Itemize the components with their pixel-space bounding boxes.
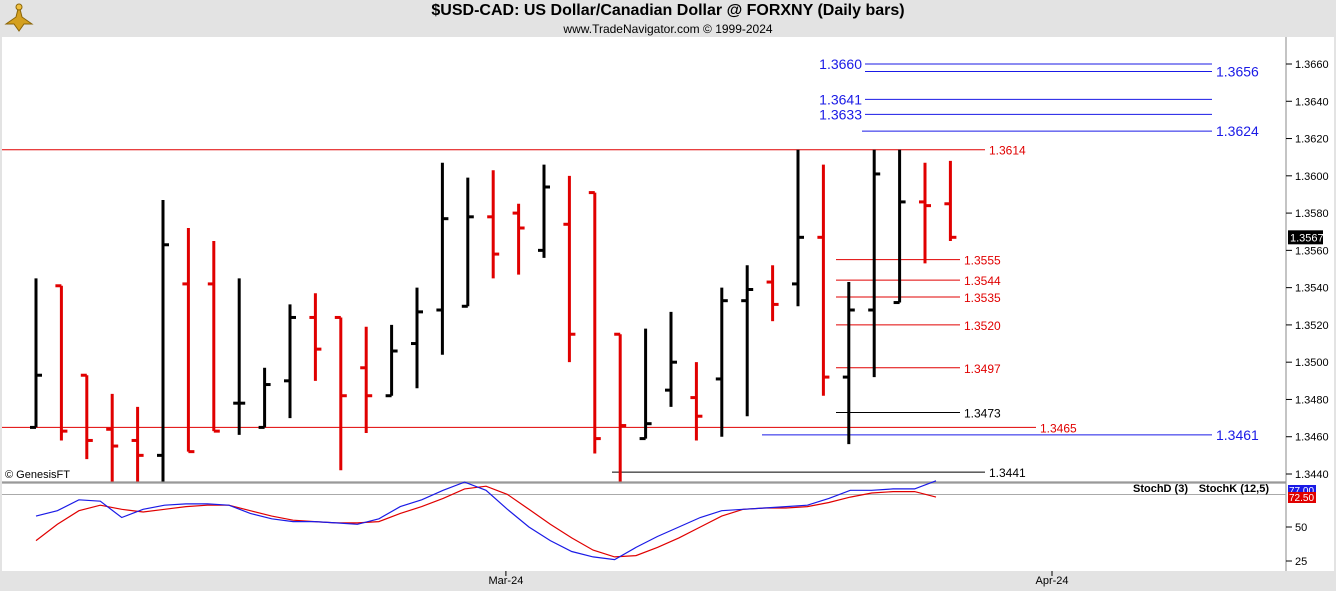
price-bar: [944, 160, 957, 242]
price-bar: [766, 265, 779, 322]
y-tick-label: 1.3660: [1295, 59, 1329, 71]
stochk-last-box: [1288, 485, 1316, 496]
level-label-1.3633: 1.3633: [819, 106, 862, 122]
level-label-1.3614: 1.3614: [989, 144, 1026, 158]
price-panel: [2, 37, 1286, 481]
stochastic-panel: [2, 484, 1286, 571]
price-bar: [817, 164, 830, 396]
level-label-1.3641: 1.3641: [819, 91, 862, 107]
price-bar: [665, 311, 677, 407]
price-bar: [741, 265, 754, 417]
stochd-last-box: [1288, 492, 1316, 503]
price-bar: [588, 191, 601, 454]
price-bar: [55, 284, 68, 441]
price-bar: [385, 324, 398, 398]
price-bar: [182, 228, 195, 454]
price-bar: [131, 406, 144, 482]
price-bar: [868, 149, 881, 378]
price-bars: [30, 149, 957, 482]
stochk-last-value: 77.00: [1289, 486, 1314, 497]
y-tick-label: 1.3600: [1295, 171, 1329, 183]
stoch-tick-label: 25: [1295, 556, 1307, 568]
genesis-logo-icon: [2, 2, 36, 34]
price-bar: [30, 278, 42, 429]
y-tick-label: 1.3480: [1295, 394, 1329, 406]
y-tick-label: 1.3520: [1295, 320, 1329, 332]
price-bar: [614, 332, 627, 482]
level-label-1.3520: 1.3520: [964, 319, 1001, 333]
price-bar: [487, 170, 500, 279]
price-bar: [563, 175, 576, 363]
level-label-1.3461: 1.3461: [1216, 427, 1259, 443]
last-price-box: [1288, 230, 1323, 245]
chart-title: $USD-CAD: US Dollar/Canadian Dollar @ FO…: [431, 2, 905, 19]
last-price-label: 1.3567: [1290, 232, 1324, 244]
x-tick-label: Apr-24: [1035, 575, 1068, 587]
level-label-1.3656: 1.3656: [1216, 63, 1259, 79]
price-bar: [893, 149, 906, 305]
price-bar: [461, 177, 474, 308]
level-label-1.3624: 1.3624: [1216, 123, 1259, 139]
price-bar: [436, 162, 449, 355]
price-bar: [792, 149, 804, 307]
level-label-1.3535: 1.3535: [964, 291, 1001, 305]
copyright-label: © GenesisFT: [5, 469, 70, 481]
stoch-series-line: [35, 485, 937, 558]
price-axis-panel: [1286, 37, 1334, 571]
stochd-legend: StochD (3): [1133, 483, 1188, 495]
price-bar: [411, 287, 423, 389]
level-label-1.3473: 1.3473: [964, 407, 1001, 421]
level-label-1.3660: 1.3660: [819, 56, 862, 72]
price-bar: [233, 278, 246, 435]
chart-subtitle: www.TradeNavigator.com © 1999-2024: [563, 22, 773, 36]
price-bar: [639, 328, 652, 441]
price-bar: [80, 373, 93, 460]
y-tick-label: 1.3620: [1295, 134, 1329, 146]
stoch-tick-label: 50: [1295, 522, 1307, 534]
price-bar: [334, 315, 347, 471]
price-bar: [715, 287, 728, 437]
y-tick-label: 1.3640: [1295, 96, 1329, 108]
price-bar: [690, 362, 703, 441]
y-tick-label: 1.3460: [1295, 432, 1329, 444]
stoch-series-line: [35, 480, 937, 561]
price-bar: [919, 162, 931, 264]
price-bar: [284, 304, 296, 419]
y-tick-label: 1.3500: [1295, 357, 1329, 369]
y-tick-label: 1.3440: [1295, 469, 1329, 481]
level-label-1.3441: 1.3441: [989, 466, 1026, 480]
stochd-last-value: 72.50: [1289, 493, 1314, 504]
price-bar: [309, 293, 322, 381]
level-label-1.3497: 1.3497: [964, 362, 1001, 376]
y-tick-label: 1.3560: [1295, 245, 1329, 257]
level-label-1.3555: 1.3555: [964, 254, 1001, 268]
y-tick-label: 1.3580: [1295, 208, 1329, 220]
price-bar: [512, 203, 525, 275]
stochk-legend: StochK (12,5): [1199, 483, 1270, 495]
price-axis: 1.3440 1.3460 1.3480 1.3500 1.3520 1.3540 1.35…: [1286, 59, 1329, 481]
date-axis: Mar-24 Apr-24: [488, 571, 1069, 587]
level-label-1.3465: 1.3465: [1040, 421, 1077, 435]
y-tick-label: 1.3540: [1295, 283, 1329, 295]
price-bar: [360, 326, 373, 433]
x-tick-label: Mar-24: [488, 575, 523, 587]
price-bar: [157, 200, 169, 482]
price-bar: [538, 164, 550, 258]
level-label-1.3544: 1.3544: [964, 274, 1001, 288]
price-bar: [207, 241, 220, 433]
price-bar: [106, 393, 119, 482]
price-bar: [842, 282, 855, 445]
price-bar: [258, 367, 271, 429]
